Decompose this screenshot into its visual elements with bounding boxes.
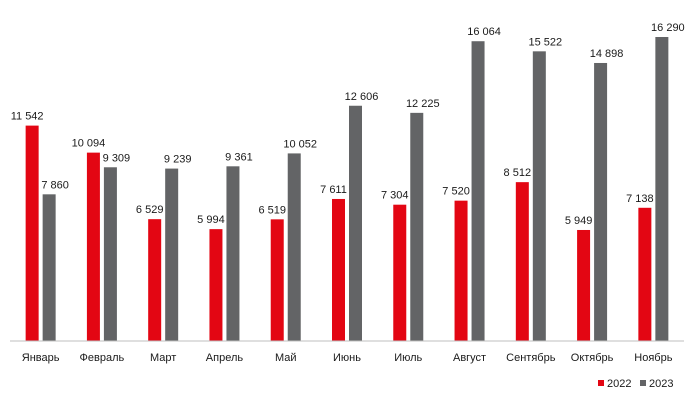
bar-2022-10 xyxy=(577,229,591,341)
category-label-10: Октябрь xyxy=(571,352,614,364)
bars-layer xyxy=(25,37,669,341)
value-label-2023-6: 12 606 xyxy=(345,91,379,103)
value-label-2023-2: 9 309 xyxy=(103,152,131,164)
value-label-2022-6: 7 611 xyxy=(320,184,347,196)
value-label-2023-11: 16 290 xyxy=(651,22,685,34)
bar-2022-1 xyxy=(25,125,39,341)
bar-2023-3 xyxy=(165,168,179,341)
value-label-2023-1: 7 860 xyxy=(41,179,69,191)
bar-2022-2 xyxy=(86,152,100,341)
category-label-1: Январь xyxy=(22,352,60,364)
bar-2022-5 xyxy=(270,219,284,341)
category-label-6: Июнь xyxy=(333,352,361,364)
bar-2022-6 xyxy=(332,198,345,341)
bar-2022-8 xyxy=(454,200,468,341)
value-label-2023-7: 12 225 xyxy=(406,98,440,110)
legend-swatch-2023 xyxy=(640,380,646,386)
category-label-5: Май xyxy=(275,352,297,364)
bar-2023-4 xyxy=(226,166,240,341)
bar-2023-9 xyxy=(532,51,546,341)
legend-swatch-2022 xyxy=(598,380,604,386)
bar-2023-6 xyxy=(349,105,362,341)
bar-2023-7 xyxy=(410,112,424,341)
value-label-2022-11: 7 138 xyxy=(626,193,654,205)
bar-2023-2 xyxy=(103,167,117,341)
value-label-2022-1: 11 542 xyxy=(11,111,44,123)
value-label-2022-4: 5 994 xyxy=(197,214,225,226)
value-label-2022-9: 8 512 xyxy=(504,167,532,179)
value-label-2022-3: 6 529 xyxy=(136,204,164,216)
legend-label-2023: 2023 xyxy=(649,378,673,390)
legend-label-2022: 2022 xyxy=(607,378,631,390)
category-label-2: Февраль xyxy=(80,352,125,364)
value-label-2023-3: 9 239 xyxy=(164,154,192,166)
legend: 2022 2023 xyxy=(598,378,673,390)
category-label-4: Апрель xyxy=(206,352,244,364)
category-labels-layer: Январь Февраль Март Апрель Май Июнь Июль Август… xyxy=(22,352,673,364)
value-label-2023-9: 15 522 xyxy=(528,36,562,48)
bar-2023-1 xyxy=(42,194,56,341)
category-label-8: Август xyxy=(453,352,486,364)
value-label-2023-5: 10 052 xyxy=(283,138,317,150)
value-label-2022-10: 5 949 xyxy=(565,215,593,227)
value-label-2022-8: 7 520 xyxy=(442,186,470,198)
value-label-2023-8: 16 064 xyxy=(467,26,501,38)
bar-2023-8 xyxy=(471,41,485,341)
value-label-2022-7: 7 304 xyxy=(381,190,409,202)
value-label-2022-5: 6 519 xyxy=(258,204,286,216)
category-label-11: Ноябрь xyxy=(634,352,672,364)
category-label-7: Июль xyxy=(394,352,422,364)
value-label-2023-10: 14 898 xyxy=(590,48,624,60)
value-label-2022-2: 10 094 xyxy=(72,138,106,150)
category-label-3: Март xyxy=(150,352,176,364)
bar-2023-5 xyxy=(287,153,301,341)
bar-2022-4 xyxy=(209,229,223,341)
bar-2022-7 xyxy=(393,204,407,341)
bar-2022-9 xyxy=(515,182,529,341)
bar-2022-3 xyxy=(148,219,162,341)
bar-2023-10 xyxy=(594,62,608,341)
category-label-9: Сентябрь xyxy=(506,352,556,364)
value-label-2023-4: 9 361 xyxy=(225,151,253,163)
value-labels-layer: 11 542 7 860 10 094 9 309 6 529 9 239 5 994 9 3… xyxy=(11,22,685,227)
bar-2022-11 xyxy=(638,207,652,341)
bar-2023-11 xyxy=(655,37,669,341)
